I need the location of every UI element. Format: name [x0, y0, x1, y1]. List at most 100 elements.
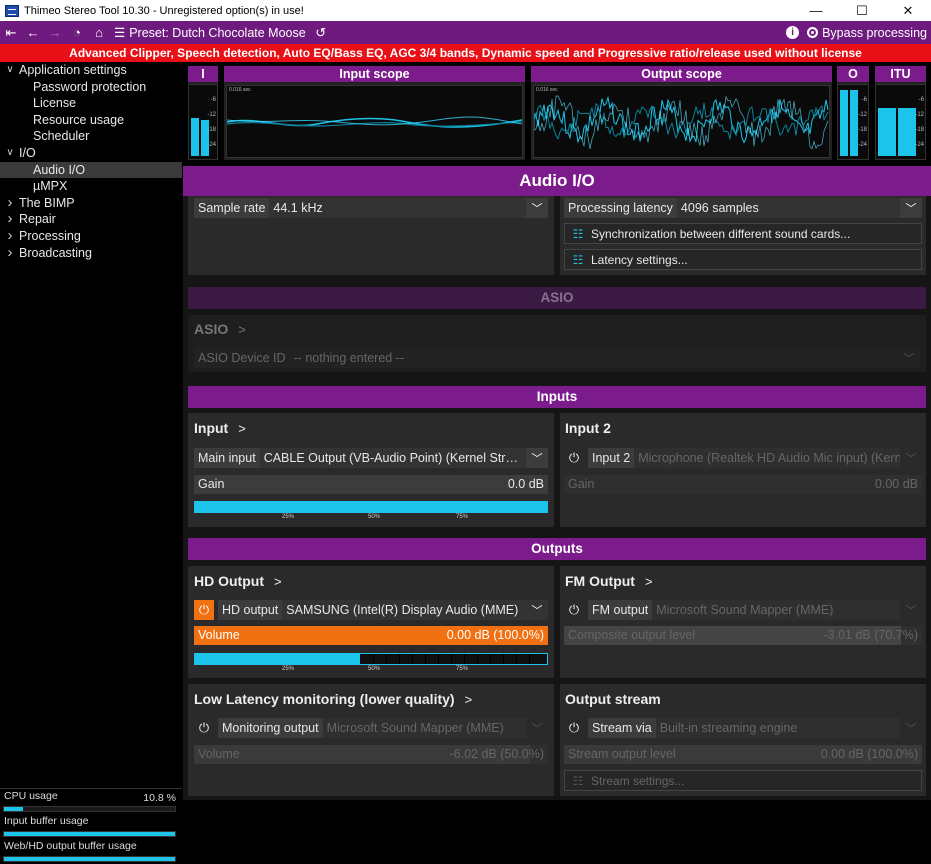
sample-rate-dropdown[interactable]: Sample rate 44.1 kHz ﹀: [194, 198, 548, 218]
forward-arrow-icon[interactable]: →: [48, 25, 62, 40]
input2-gain-slider[interactable]: Gain 0.00 dB: [564, 475, 922, 494]
minimize-button[interactable]: —: [809, 3, 823, 18]
hd-output-title[interactable]: HD Output >: [194, 573, 282, 589]
content-area: Sample rate 44.1 kHz ﹀ Processing latenc…: [183, 196, 931, 800]
sidebar-item-label: Audio I/O: [33, 162, 86, 177]
processing-latency-dropdown[interactable]: Processing latency 4096 samples ﹀: [564, 198, 922, 218]
sync-sound-cards-label: Synchronization between different sound …: [591, 226, 851, 241]
power-icon[interactable]: ⏻: [568, 450, 580, 465]
output-waveform: [533, 95, 829, 150]
input2-dropdown[interactable]: ⏻ Input 2 Microphone (Realtek HD Audio M…: [564, 448, 922, 468]
sidebar-item-µmpx[interactable]: µMPX: [0, 178, 182, 195]
hd-volume-label: Volume: [198, 628, 240, 642]
input2-title: Input 2: [565, 420, 611, 436]
cpu-usage: CPU usage 10.8 %: [0, 789, 182, 814]
info-icon[interactable]: i: [786, 26, 800, 39]
power-icon[interactable]: ⏻: [194, 600, 214, 620]
power-icon[interactable]: ⏻: [568, 720, 580, 735]
input-gain-slider[interactable]: Gain 0.0 dB: [194, 475, 548, 494]
hd-output-label: HD output: [218, 600, 283, 620]
maximize-button[interactable]: ☐: [856, 2, 868, 18]
input-title[interactable]: Input >: [194, 420, 246, 436]
input2-gain-label: Gain: [568, 477, 595, 491]
hd-output-dropdown[interactable]: ⏻ HD output SAMSUNG (Intel(R) Display Au…: [194, 600, 548, 620]
monitoring-output-dropdown[interactable]: ⏻ Monitoring output Microsoft Sound Mapp…: [194, 718, 548, 738]
resource-usage-panel: CPU usage 10.8 % Input buffer usage Web/…: [0, 788, 182, 864]
vu-tick-50: 50%: [368, 666, 381, 672]
app-icon: [5, 4, 19, 17]
bypass-toggle[interactable]: Bypass processing: [807, 26, 927, 40]
chevron-down-icon[interactable]: ∨: [6, 64, 14, 75]
chevron-right-icon: >: [238, 321, 246, 337]
sidebar-item-scheduler[interactable]: Scheduler: [0, 128, 182, 145]
asio-device-dropdown[interactable]: ASIO Device ID -- nothing entered -- ﹀: [194, 348, 920, 368]
vu-tick-50: 50%: [368, 514, 381, 520]
monitoring-title[interactable]: Low Latency monitoring (lower quality) >: [194, 691, 472, 707]
input-buffer-bar: [3, 831, 176, 837]
sidebar-item-label: Password protection: [33, 79, 147, 94]
composite-level-value: -3.01 dB (70.7%): [823, 628, 919, 642]
chevron-right-icon[interactable]: ›: [7, 226, 13, 244]
sidebar-item-broadcasting[interactable]: › Broadcasting: [0, 243, 182, 262]
sync-sound-cards-button[interactable]: ☷ Synchronization between different soun…: [564, 223, 922, 244]
hd-output-panel: HD Output > ⏻ HD output SAMSUNG (Intel(R)…: [188, 566, 554, 678]
dashboard-icon[interactable]: ◔: [73, 25, 81, 40]
sidebar-item-resource-usage[interactable]: Resource usage: [0, 112, 182, 129]
sidebar-item-audio-i-o[interactable]: Audio I/O: [0, 161, 182, 179]
chevron-down-icon[interactable]: ∨: [6, 146, 14, 158]
fm-output-dropdown[interactable]: ⏻ FM output Microsoft Sound Mapper (MME)…: [564, 600, 922, 620]
input2-panel: Input 2 ⏻ Input 2 Microphone (Realtek HD…: [560, 413, 926, 527]
preset-selector[interactable]: ☰ Preset: Dutch Chocolate Moose: [114, 25, 306, 41]
undo-icon[interactable]: ↺: [315, 24, 327, 40]
composite-level-label: Composite output level: [568, 628, 696, 642]
back-arrow-icon[interactable]: ←: [26, 25, 40, 40]
sidebar-item-label: Application settings: [19, 63, 127, 77]
close-button[interactable]: ✕: [902, 2, 914, 18]
stream-settings-label: Stream settings...: [591, 773, 685, 788]
chevron-right-icon[interactable]: ›: [7, 210, 13, 228]
main-input-dropdown[interactable]: Main input CABLE Output (VB-Audio Point)…: [194, 448, 548, 468]
chevron-down-icon: ﹀: [905, 605, 917, 617]
stream-settings-button[interactable]: ☷ Stream settings...: [564, 770, 922, 791]
sidebar-item-repair[interactable]: › Repair: [0, 211, 182, 228]
chevron-right-icon[interactable]: ›: [7, 193, 13, 211]
stream-via-dropdown[interactable]: ⏻ Stream via Built-in streaming engine ﹀: [564, 718, 922, 738]
chevron-right-icon: >: [464, 691, 473, 707]
sidebar-item-label: Repair: [19, 212, 56, 227]
composite-level-slider[interactable]: Composite output level -3.01 dB (70.7%): [564, 626, 922, 645]
input-title-label: Input: [194, 420, 229, 436]
fm-output-value: Microsoft Sound Mapper (MME): [652, 600, 900, 620]
home-icon[interactable]: ⌂: [95, 25, 103, 40]
output-level-meter: O -6 -12 -18 -24: [837, 66, 869, 160]
sidebar-item-i-o[interactable]: ∨ I/O: [0, 145, 182, 162]
power-icon[interactable]: ⏻: [568, 602, 580, 617]
stream-via-value: Built-in streaming engine: [655, 718, 900, 738]
sidebar-item-label: License: [33, 96, 77, 111]
hd-output-title-label: HD Output: [194, 573, 264, 589]
stream-level-slider[interactable]: Stream output level 0.00 dB (100.0%): [564, 745, 922, 764]
fm-output-title[interactable]: FM Output >: [565, 573, 653, 589]
input-vu-meter: [194, 501, 548, 513]
chevron-right-icon[interactable]: ›: [7, 243, 13, 261]
monitoring-volume-slider[interactable]: Volume -6.02 dB (50.0%): [194, 745, 548, 764]
output-buffer-label: Web/HD output buffer usage: [4, 840, 137, 852]
navigation-tree: ∨ Application settings Password protection…: [0, 62, 182, 261]
sidebar-item-license[interactable]: License: [0, 95, 182, 112]
fm-output-title-label: FM Output: [565, 573, 635, 589]
latency-settings-button[interactable]: ☷ Latency settings...: [564, 249, 922, 270]
asio-title[interactable]: ASIO >: [194, 321, 246, 337]
latency-panel: Processing latency 4096 samples ﹀ ☷ Sync…: [560, 196, 926, 275]
output-stream-title: Output stream: [565, 691, 661, 707]
sidebar-item-application-settings[interactable]: ∨ Application settings: [0, 62, 182, 79]
sidebar-item-label: Scheduler: [33, 129, 90, 144]
sidebar-item-the-bimp[interactable]: › The BIMP: [0, 193, 182, 212]
sidebar-item-password-protection[interactable]: Password protection: [0, 79, 182, 96]
first-page-icon[interactable]: ⇤: [5, 24, 17, 40]
sample-rate-panel: Sample rate 44.1 kHz ﹀: [188, 196, 554, 275]
hd-volume-slider[interactable]: Volume 0.00 dB (100.0%): [194, 626, 548, 645]
vu-tick-25: 25%: [282, 514, 295, 520]
sidebar-item-processing[interactable]: › Processing: [0, 226, 182, 245]
power-icon[interactable]: ⏻: [198, 720, 210, 735]
sidebar-item-label: Resource usage: [33, 112, 125, 127]
cpu-usage-bar: [3, 806, 176, 812]
